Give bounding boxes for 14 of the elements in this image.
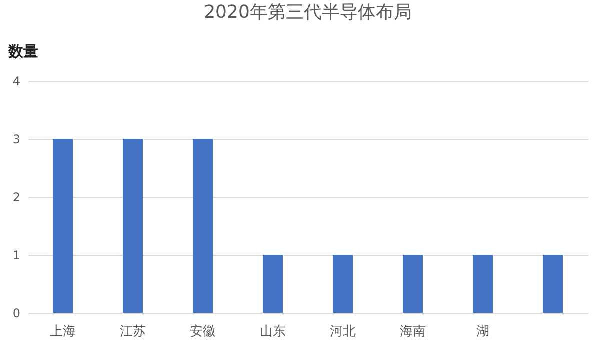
y-tick-label: 3	[12, 132, 20, 146]
y-tick-label: 2	[12, 190, 20, 204]
x-tick-label: 安徽	[190, 324, 216, 340]
x-tick-label: 河北	[330, 324, 356, 340]
y-tick-label: 0	[12, 306, 20, 320]
y-tick-label: 1	[12, 248, 20, 262]
x-tick-label: 山东	[260, 324, 286, 340]
y-axis-title: 数量	[8, 42, 38, 60]
x-tick-label: 上海	[50, 324, 76, 340]
y-tick-label: 4	[12, 74, 20, 88]
x-tick-label: 湖	[476, 324, 490, 340]
x-tick-label: 海南	[400, 324, 426, 340]
x-tick-label: 江苏	[120, 324, 146, 340]
chart-title: 2020年第三代半导体布局	[204, 2, 412, 23]
